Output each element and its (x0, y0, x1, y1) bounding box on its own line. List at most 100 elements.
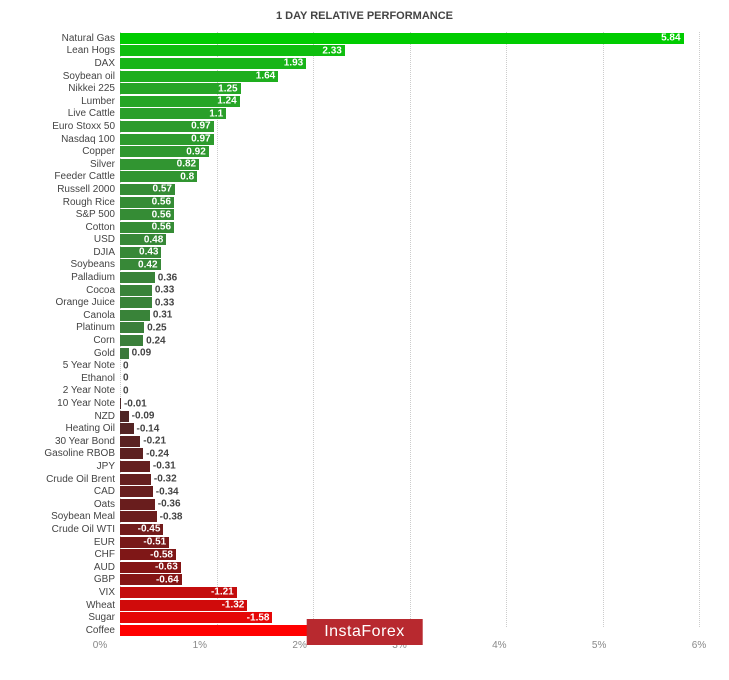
bar-label: DJIA (20, 247, 120, 258)
bar-row: Palladium0.36 (20, 271, 699, 284)
bar-track: 0 (120, 373, 699, 384)
bar-row: Ethanol0 (20, 372, 699, 385)
bar-value: -0.34 (156, 486, 179, 497)
bar-track: 0.42 (120, 259, 699, 270)
bar-label: Silver (20, 159, 120, 170)
bar: 0.09 (120, 348, 129, 359)
bar-label: Ethanol (20, 373, 120, 384)
bar-track: -0.36 (120, 499, 699, 510)
bar-label: CHF (20, 549, 120, 560)
bar-value: 0.56 (152, 209, 171, 220)
bar: 1.25 (120, 83, 241, 94)
bar-row: Gasoline RBOB-0.24 (20, 448, 699, 461)
bar-track: 0.56 (120, 197, 699, 208)
bar-track: -0.31 (120, 461, 699, 472)
bar: 5.84 (120, 33, 684, 44)
bar-track: 0.92 (120, 146, 699, 157)
bar-row: 2 Year Note0 (20, 385, 699, 398)
bar-label: Coffee (20, 625, 120, 636)
bar: 0.56 (120, 209, 174, 220)
bar: -0.31 (120, 461, 150, 472)
bar-label: Wheat (20, 600, 120, 611)
bar: 0.56 (120, 197, 174, 208)
bar-label: Soybeans (20, 259, 120, 270)
bar-value: 0 (123, 360, 129, 371)
bar-value: 0.57 (153, 184, 172, 195)
bar-track: 0.56 (120, 222, 699, 233)
bar-label: 5 Year Note (20, 360, 120, 371)
bar-track: -0.38 (120, 511, 699, 522)
bar-value: 0.97 (191, 134, 210, 145)
bar-row: CAD-0.34 (20, 485, 699, 498)
bar: 1.1 (120, 108, 226, 119)
bar-label: Nasdaq 100 (20, 134, 120, 145)
bar: -0.45 (120, 524, 163, 535)
bar: -0.21 (120, 436, 140, 447)
bar-label: Feeder Cattle (20, 171, 120, 182)
bar-label: Gasoline RBOB (20, 448, 120, 459)
bar: 1.64 (120, 71, 278, 82)
bar-value: 2.33 (322, 45, 341, 56)
bar: 0.97 (120, 121, 214, 132)
bar: -1.21 (120, 587, 237, 598)
bar-value: -0.58 (150, 549, 173, 560)
bar: -0.09 (120, 411, 129, 422)
bar-track: -0.09 (120, 411, 699, 422)
bar-track: -1.21 (120, 587, 699, 598)
bar: -0.36 (120, 499, 155, 510)
bar-track: -0.14 (120, 423, 699, 434)
bar-track: 1.1 (120, 108, 699, 119)
bar-label: Crude Oil WTI (20, 524, 120, 535)
bar-value: -1.21 (211, 587, 234, 598)
bar-label: USD (20, 234, 120, 245)
bar-label: Lumber (20, 96, 120, 107)
bar-row: Heating Oil-0.14 (20, 422, 699, 435)
bar-value: 0.33 (155, 285, 174, 296)
x-tick-label: 6% (692, 640, 706, 651)
bar-value: 5.84 (661, 33, 680, 44)
bar-label: Lean Hogs (20, 45, 120, 56)
bar-track: -0.24 (120, 448, 699, 459)
bar-value: -0.36 (158, 499, 181, 510)
x-tick-label: 1% (193, 640, 207, 651)
bar-value: 0.09 (132, 348, 151, 359)
bar-value: 0.8 (180, 171, 194, 182)
bar-row: GBP-0.64 (20, 574, 699, 587)
bar-row: Lumber1.24 (20, 95, 699, 108)
x-tick-label: 0% (93, 640, 107, 651)
bar-row: Wheat-1.32 (20, 599, 699, 612)
bar-label: NZD (20, 411, 120, 422)
bar: -0.14 (120, 423, 134, 434)
bar-row: Nikkei 2251.25 (20, 82, 699, 95)
bar-row: DJIA0.43 (20, 246, 699, 259)
bar-value: -0.09 (132, 411, 155, 422)
bar-track: -0.64 (120, 574, 699, 585)
bar-row: Live Cattle1.1 (20, 108, 699, 121)
bar-label: Gold (20, 348, 120, 359)
bar-label: Soybean Meal (20, 511, 120, 522)
bar-value: 1.64 (256, 71, 275, 82)
bar: 0.97 (120, 134, 214, 145)
x-tick-label: 5% (592, 640, 606, 651)
bar-track: 0.56 (120, 209, 699, 220)
bar-value: 0.82 (177, 159, 196, 170)
bar-label: VIX (20, 587, 120, 598)
bar-row: Feeder Cattle 0.8 (20, 171, 699, 184)
bar-value: 0.36 (158, 272, 177, 283)
bar-label: AUD (20, 562, 120, 573)
bar-row: EUR-0.51 (20, 536, 699, 549)
bar-value: 0.33 (155, 297, 174, 308)
bar-track: 0.09 (120, 348, 699, 359)
bar-track: 0.97 (120, 134, 699, 145)
bar-row: Crude Oil Brent-0.32 (20, 473, 699, 486)
bar-label: GBP (20, 574, 120, 585)
bar-track: 0.97 (120, 121, 699, 132)
bar-label: Crude Oil Brent (20, 474, 120, 485)
bar-row: Copper0.92 (20, 145, 699, 158)
bar-label: Platinum (20, 322, 120, 333)
bar-value: 0.42 (138, 259, 157, 270)
bar: -0.32 (120, 474, 151, 485)
bar: 0.56 (120, 222, 174, 233)
bar-label: Cotton (20, 222, 120, 233)
bar-track: 0.57 (120, 184, 699, 195)
